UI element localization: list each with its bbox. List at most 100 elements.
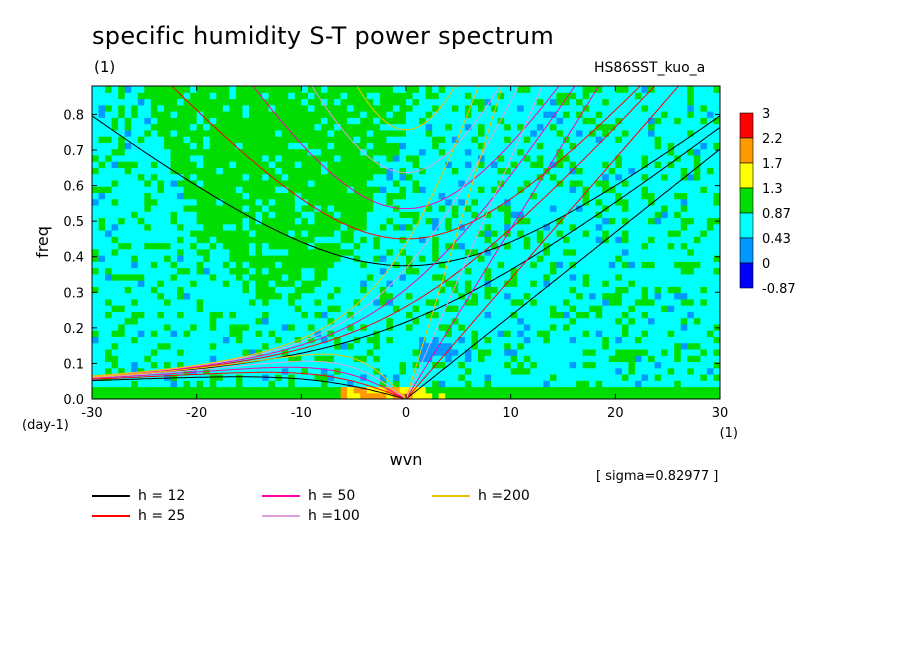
heatmap-cell: [589, 161, 597, 168]
heatmap-cell: [595, 261, 603, 269]
heatmap-cell: [177, 217, 185, 225]
heatmap-cell: [412, 298, 420, 306]
heatmap-cell: [281, 173, 289, 181]
heatmap-cell: [275, 92, 283, 100]
heatmap-cell: [137, 167, 145, 175]
heatmap-cell: [536, 305, 544, 312]
heatmap-cell: [451, 380, 459, 388]
heatmap-cell: [680, 323, 688, 331]
heatmap-cell: [353, 392, 361, 399]
heatmap-cell: [543, 298, 551, 306]
heatmap-cell: [229, 123, 237, 131]
heatmap-cell: [399, 280, 407, 287]
heatmap-cell: [438, 373, 446, 381]
heatmap-cell: [412, 236, 420, 244]
heatmap-cell: [360, 211, 368, 219]
heatmap-cell: [654, 104, 662, 112]
heatmap-cell: [700, 167, 708, 175]
heatmap-cell: [582, 186, 590, 194]
heatmap-cell: [255, 173, 263, 181]
heatmap-cell: [517, 267, 525, 275]
heatmap-cell: [661, 229, 669, 237]
heatmap-cell: [523, 217, 531, 225]
heatmap-cell: [563, 173, 571, 181]
heatmap-cell: [340, 305, 348, 312]
heatmap-cell: [392, 104, 401, 112]
heatmap-cell: [373, 223, 381, 231]
heatmap-cell: [438, 273, 446, 281]
heatmap-cell: [419, 217, 427, 225]
heatmap-cell: [242, 273, 250, 281]
heatmap-cell: [392, 373, 401, 381]
heatmap-cell: [667, 305, 675, 312]
heatmap-cell: [569, 117, 577, 125]
heatmap-cell: [360, 273, 368, 281]
heatmap-cell: [347, 373, 355, 381]
heatmap-cell: [98, 198, 106, 206]
heatmap-cell: [517, 136, 525, 143]
heatmap-cell: [563, 154, 571, 162]
heatmap-cell: [92, 223, 100, 231]
heatmap-cell: [523, 255, 531, 262]
heatmap-cell: [92, 204, 100, 212]
heatmap-cell: [288, 348, 296, 356]
heatmap-cell: [438, 198, 446, 206]
heatmap-cell: [373, 392, 381, 399]
heatmap-cell: [412, 86, 420, 93]
heatmap-cell: [451, 342, 459, 350]
heatmap-cell: [281, 292, 289, 300]
heatmap-cell: [674, 305, 682, 312]
heatmap-cell: [504, 330, 512, 337]
heatmap-cell: [131, 280, 139, 287]
heatmap-cell: [438, 192, 446, 200]
heatmap-cell: [196, 211, 204, 219]
heatmap-cell: [392, 123, 401, 131]
heatmap-cell: [203, 223, 211, 231]
heatmap-cell: [268, 148, 276, 156]
heatmap-cell: [111, 179, 119, 187]
heatmap-cell: [209, 236, 217, 244]
heatmap-cell: [634, 117, 643, 125]
heatmap-cell: [700, 317, 708, 325]
heatmap-cell: [412, 367, 420, 375]
heatmap-cell: [654, 98, 662, 106]
heatmap-cell: [144, 204, 152, 212]
heatmap-cell: [111, 236, 119, 244]
heatmap-cell: [687, 211, 695, 219]
heatmap-cell: [98, 330, 106, 337]
heatmap-cell: [379, 298, 387, 306]
heatmap-cell: [281, 330, 289, 337]
heatmap-cell: [327, 148, 335, 156]
heatmap-cell: [307, 92, 316, 100]
heatmap-cell: [163, 311, 172, 319]
heatmap-cell: [98, 305, 106, 312]
heatmap-cell: [373, 248, 381, 256]
heatmap-cell: [196, 236, 204, 244]
heatmap-cell: [118, 129, 126, 137]
heatmap-cell: [477, 380, 486, 388]
heatmap-cell: [157, 186, 165, 194]
heatmap-cell: [301, 173, 309, 181]
heatmap-cell: [373, 98, 381, 106]
heatmap-cell: [556, 186, 564, 194]
heatmap-cell: [229, 173, 237, 181]
heatmap-cell: [543, 305, 551, 312]
heatmap-cell: [674, 373, 682, 381]
heatmap-cell: [249, 392, 257, 399]
heatmap-cell: [177, 317, 185, 325]
heatmap-cell: [706, 348, 715, 356]
heatmap-cell: [92, 323, 100, 331]
heatmap-cell: [471, 261, 479, 269]
heatmap-cell: [399, 255, 407, 262]
heatmap-cell: [412, 248, 420, 256]
heatmap-cell: [268, 179, 276, 187]
heatmap-cell: [510, 305, 518, 312]
heatmap-cell: [334, 111, 342, 118]
heatmap-cell: [706, 361, 715, 369]
heatmap-cell: [706, 117, 715, 125]
heatmap-cell: [693, 380, 701, 388]
heatmap-cell: [124, 298, 132, 306]
heatmap-cell: [569, 292, 577, 300]
heatmap-cell: [203, 111, 211, 118]
heatmap-cell: [124, 161, 132, 168]
